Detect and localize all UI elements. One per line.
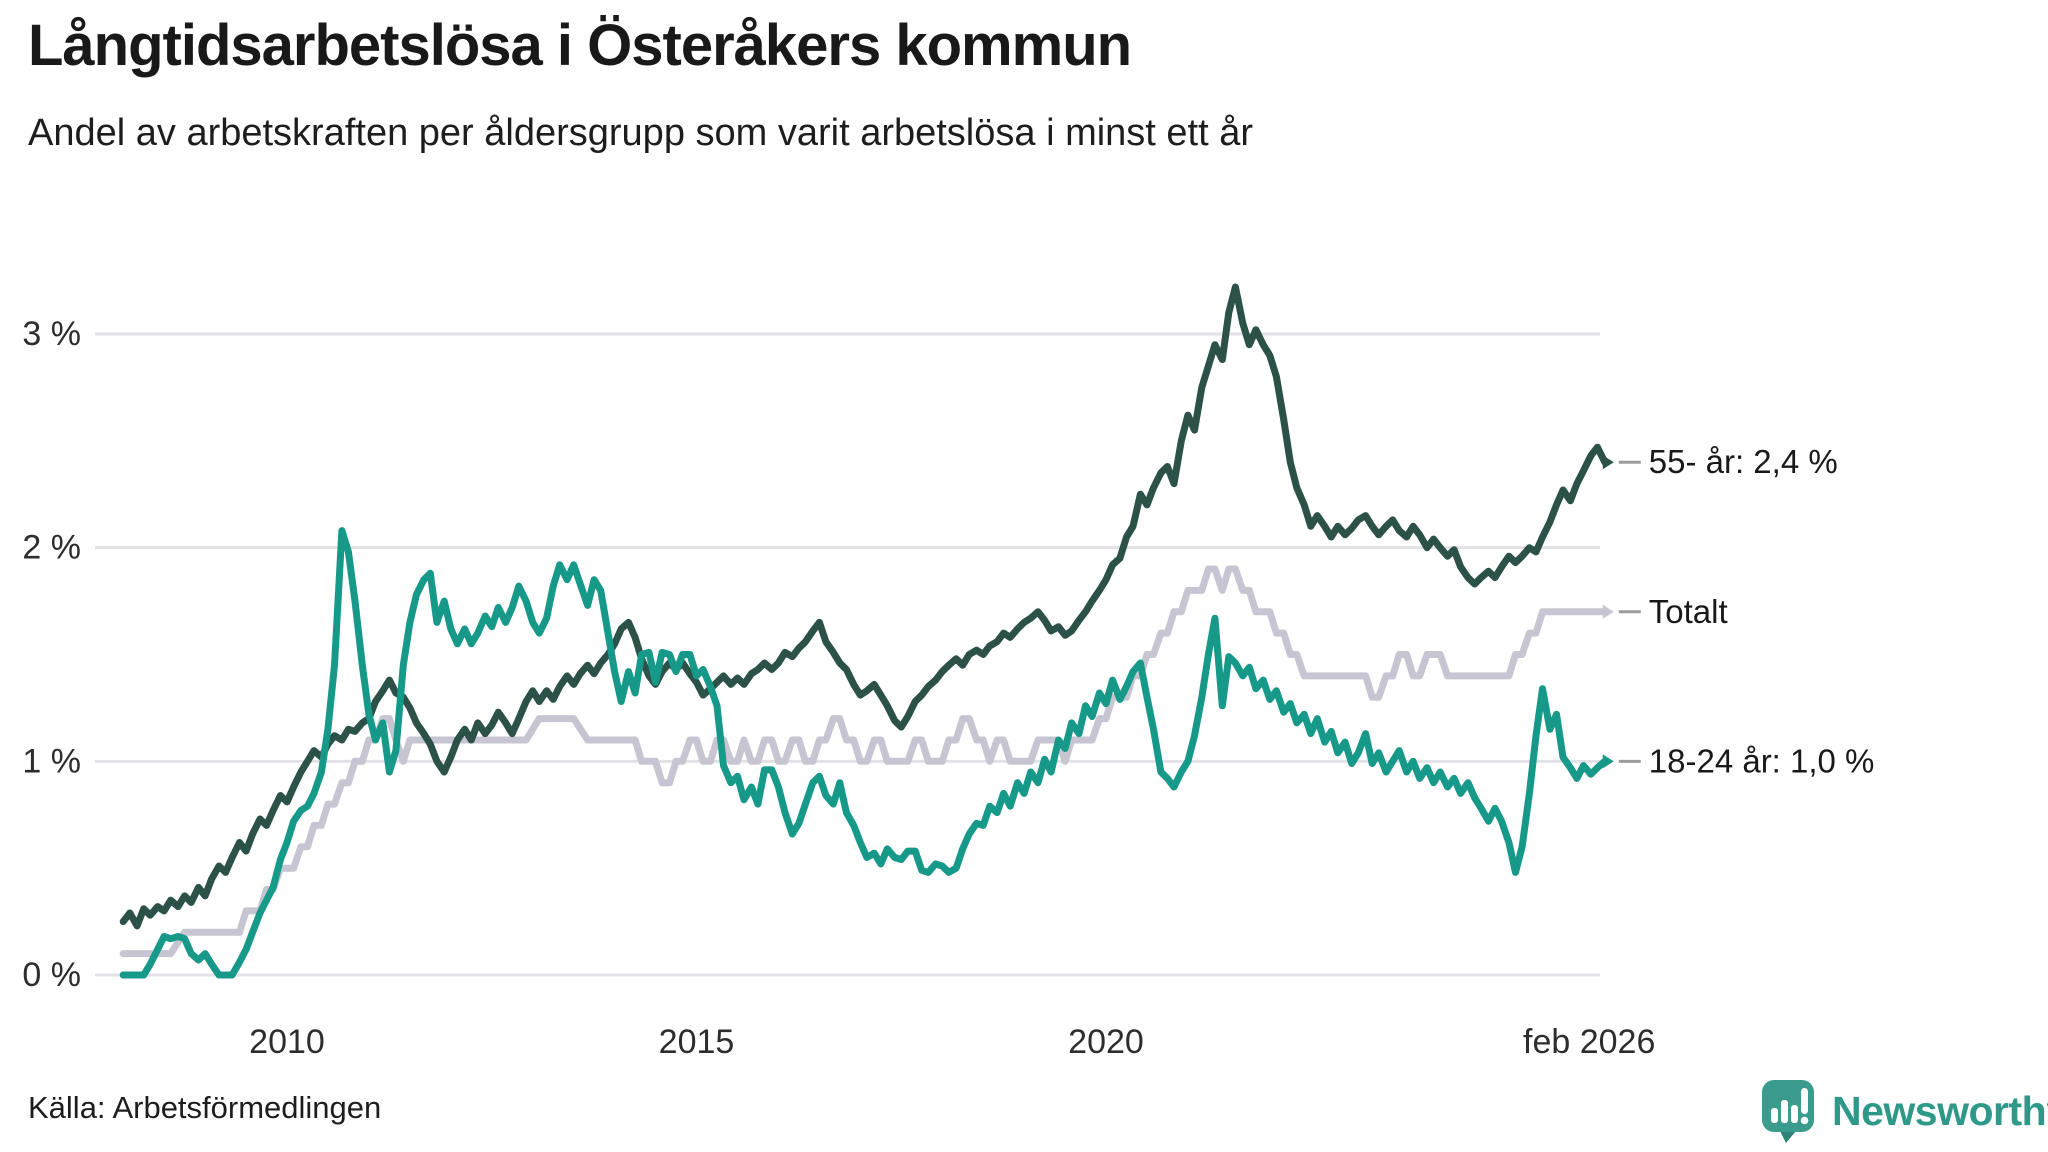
series-line-18-24-r: [119, 527, 1609, 979]
x-axis-tick-label: 2015: [659, 1023, 735, 1061]
y-axis-tick-label: 0 %: [22, 956, 81, 994]
x-axis-tick-label: feb 2026: [1523, 1023, 1655, 1061]
series-line-55-r: [119, 283, 1609, 930]
newsworthy-logo-icon: [1762, 1080, 1814, 1143]
x-axis-tick-label: 2010: [249, 1023, 325, 1061]
page-title: Långtidsarbetslösa i Österåkers kommun: [28, 13, 1132, 78]
series-end-marker: [1602, 754, 1614, 769]
y-axis-tick-label: 2 %: [22, 529, 81, 567]
x-axis-tick-label: 2020: [1068, 1023, 1144, 1061]
y-axis-tick-label: 3 %: [22, 315, 81, 353]
series-end-label: 55- år: 2,4 %: [1649, 443, 1838, 480]
page-subtitle: Andel av arbetskraften per åldersgrupp s…: [28, 112, 1254, 154]
series-end-label: 18-24 år: 1,0 %: [1649, 742, 1875, 779]
series-end-marker: [1602, 455, 1614, 470]
series-line-totalt: [119, 565, 1609, 958]
series-end-label: Totalt: [1649, 593, 1728, 630]
source-note: Källa: Arbetsförmedlingen: [28, 1090, 382, 1125]
brand-name: Newsworthy: [1832, 1087, 2048, 1134]
brand: Newsworthy: [1760, 1078, 2048, 1144]
y-axis-tick-label: 1 %: [22, 742, 81, 780]
series-end-marker: [1602, 604, 1614, 619]
